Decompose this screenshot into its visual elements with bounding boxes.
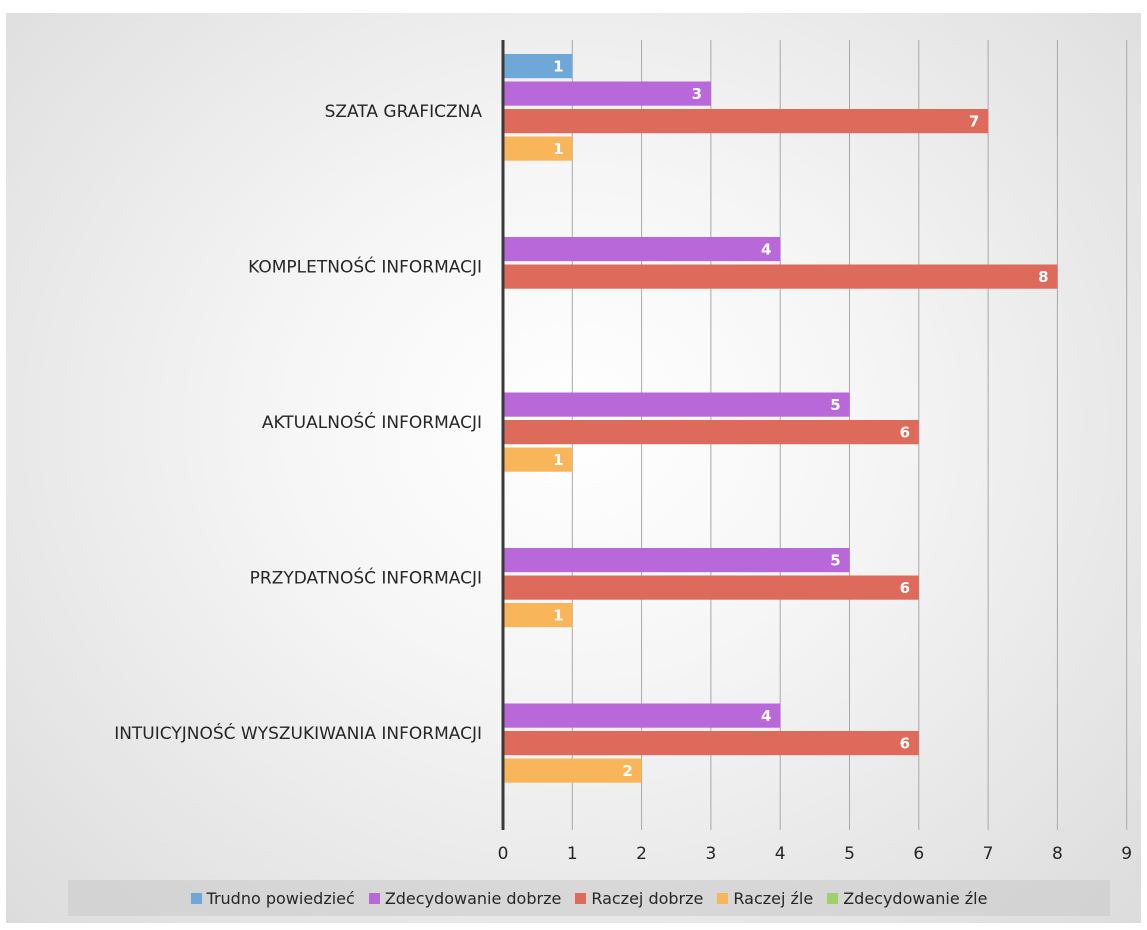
legend: Trudno powiedzieć Zdecydowanie dobrze Racz… (68, 880, 1110, 916)
data-label: 5 (830, 396, 840, 414)
data-label: 6 (900, 735, 910, 753)
data-label: 4 (761, 241, 771, 259)
bar-2-1 (503, 264, 1058, 289)
axes: 0 1 2 3 4 5 6 7 8 9 SZATA GRAFICZNA KOMPLETNOŚĆ INF… (114, 40, 1132, 864)
x-tick-label: 3 (705, 844, 716, 864)
legend-swatch (190, 892, 202, 904)
legend-item: Zdecydowanie dobrze (368, 888, 562, 908)
bar-3-3 (503, 603, 573, 628)
category-label: AKTUALNOŚĆ INFORMACJI (262, 411, 482, 433)
data-label: 6 (900, 579, 910, 597)
data-label: 6 (900, 424, 910, 442)
bar-3-2 (503, 447, 573, 472)
data-label: 1 (553, 58, 563, 76)
x-tick-label: 5 (844, 844, 855, 864)
category-label: INTUICYJNOŚĆ WYSZUKIWANIA INFORMACJI (114, 722, 482, 744)
legend-item: Raczej źle (717, 889, 813, 908)
data-label: 1 (553, 451, 563, 469)
legend-swatch (368, 892, 380, 904)
legend-swatch (717, 892, 729, 904)
x-tick-label: 6 (913, 844, 924, 864)
bar-0-0 (503, 54, 573, 79)
bar-1-2 (503, 392, 850, 417)
x-tick-label: 4 (775, 844, 786, 864)
data-label: 1 (553, 140, 563, 158)
data-label: 5 (830, 552, 840, 570)
bar-2-2 (503, 420, 919, 445)
bar-1-0 (503, 81, 711, 106)
legend-swatch (575, 892, 587, 904)
bar-3-0 (503, 136, 573, 161)
legend-label: Trudno powiedzieć (206, 888, 355, 908)
legend-label: Zdecydowanie źle (843, 888, 988, 908)
bar-2-4 (503, 731, 919, 756)
legend-item: Trudno powiedzieć (190, 888, 355, 908)
bar-1-3 (503, 548, 850, 573)
data-label: 2 (622, 762, 632, 780)
data-label: 7 (969, 113, 979, 131)
x-tick-label: 9 (1121, 844, 1132, 864)
legend-label: Zdecydowanie dobrze (384, 888, 562, 908)
data-label: 1 (553, 607, 563, 625)
bar-1-1 (503, 237, 781, 262)
data-label: 8 (1038, 268, 1048, 286)
category-label: PRZYDATNOŚĆ INFORMACJI (250, 567, 482, 589)
data-label: 4 (761, 707, 771, 725)
legend-swatch (827, 892, 839, 904)
category-label: SZATA GRAFICZNA (325, 102, 483, 122)
legend-label: Raczej źle (733, 888, 814, 908)
legend-item: Zdecydowanie źle (827, 889, 987, 908)
legend-label: Raczej dobrze (591, 888, 704, 908)
bar-3-4 (503, 758, 642, 783)
bar-2-3 (503, 575, 919, 600)
x-tick-label: 0 (498, 844, 509, 864)
data-label: 3 (692, 85, 702, 103)
x-tick-label: 8 (1052, 844, 1063, 864)
x-tick-label: 1 (567, 844, 578, 864)
category-label: KOMPLETNOŚĆ INFORMACJI (248, 256, 482, 278)
legend-item: Raczej dobrze (575, 889, 703, 908)
bar-2-0 (503, 109, 989, 134)
bar-1-4 (503, 703, 781, 728)
x-tick-label: 2 (636, 844, 647, 864)
x-tick-label: 7 (983, 844, 994, 864)
